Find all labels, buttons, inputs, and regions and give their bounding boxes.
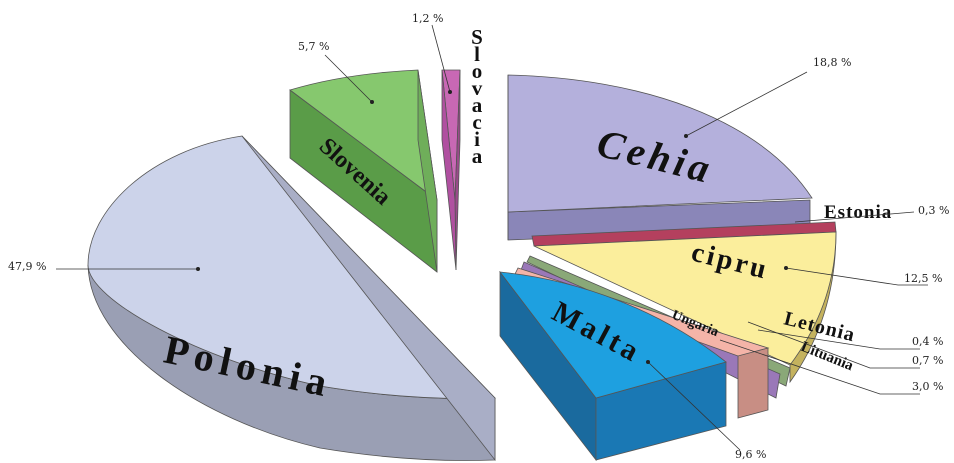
slice-slovenia-group: Slovenia	[289, 69, 438, 273]
slice-malta-group: Malta	[499, 270, 727, 462]
value-label-lituania: 0,7 %	[912, 354, 943, 367]
value-label-cehia: 18,8 %	[813, 56, 851, 69]
slice-label-estonia: Estonia	[824, 202, 892, 223]
value-label-slovacia: 1,2 %	[412, 12, 443, 25]
leader-estonia	[794, 211, 915, 223]
value-label-ungaria: 3,0 %	[912, 380, 943, 393]
value-label-cipru: 12,5 %	[904, 272, 942, 285]
slice-cipru-group: cipru	[533, 231, 837, 384]
leader-slovenia	[324, 54, 373, 103]
value-label-polonia: 47,9 %	[8, 260, 46, 273]
slice-polonia	[87, 135, 496, 399]
leader-cehia	[685, 71, 808, 137]
leader-slovacia	[431, 24, 451, 93]
slice-slovacia-front	[441, 69, 457, 271]
leader-lines	[56, 24, 928, 451]
value-label-malta: 9,6 %	[735, 448, 766, 461]
slice-slovenia	[289, 69, 438, 201]
leader-ungaria	[719, 339, 920, 395]
leader-letonia	[757, 329, 920, 350]
slice-slovenia-cut	[417, 69, 438, 273]
slice-malta	[499, 271, 727, 399]
slice-ungaria-side	[737, 347, 769, 419]
slice-polonia-cut	[241, 135, 496, 462]
slice-cehia	[507, 74, 813, 213]
value-label-slovenia: 5,7 %	[298, 40, 329, 53]
leader-cipru	[785, 267, 928, 286]
slice-cehia-group: Cehia	[507, 74, 813, 240]
leader-malta	[647, 361, 741, 451]
slice-cipru	[533, 231, 837, 366]
value-label-estonia: 0,3 %	[918, 204, 949, 217]
slice-polonia-group: Polonia	[87, 135, 496, 462]
value-label-letonia: 0,4 %	[912, 335, 943, 348]
leader-lituania	[747, 321, 920, 369]
slice-slovacia-group	[441, 69, 461, 271]
